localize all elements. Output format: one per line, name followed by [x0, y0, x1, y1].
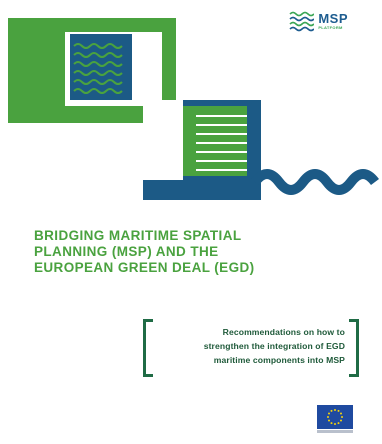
report-subtitle: Recommendations on how to strengthen the…	[157, 325, 345, 367]
left-bracket	[143, 319, 153, 377]
wave-tail	[251, 169, 379, 195]
eu-caption-bar	[317, 430, 353, 433]
subtitle-line-1: Recommendations on how to	[222, 327, 345, 337]
subtitle-line-2: strengthen the integration of EGD	[203, 341, 345, 351]
title-line-3: EUROPEAN GREEN DEAL (EGD)	[34, 260, 255, 275]
striped-green-block	[183, 106, 247, 176]
wave-lines	[73, 43, 123, 94]
right-bracket	[349, 319, 359, 377]
msp-logo: MSP PLATFORM	[288, 10, 348, 32]
cover-graphic	[8, 18, 379, 200]
report-title: BRIDGING MARITIME SPATIAL PLANNING (MSP)…	[34, 228, 334, 276]
subtitle-line-3: maritime components into MSP	[213, 355, 345, 365]
subtitle-box: Recommendations on how to strengthen the…	[143, 319, 359, 377]
logo-subtitle: PLATFORM	[318, 25, 343, 30]
title-line-2: PLANNING (MSP) AND THE	[34, 244, 219, 259]
msp-waves-logo-icon	[288, 10, 315, 32]
eu-flag-icon	[317, 405, 353, 429]
logo-name: MSP	[318, 11, 348, 26]
stripe-lines	[196, 115, 247, 171]
title-line-1: BRIDGING MARITIME SPATIAL	[34, 228, 242, 243]
